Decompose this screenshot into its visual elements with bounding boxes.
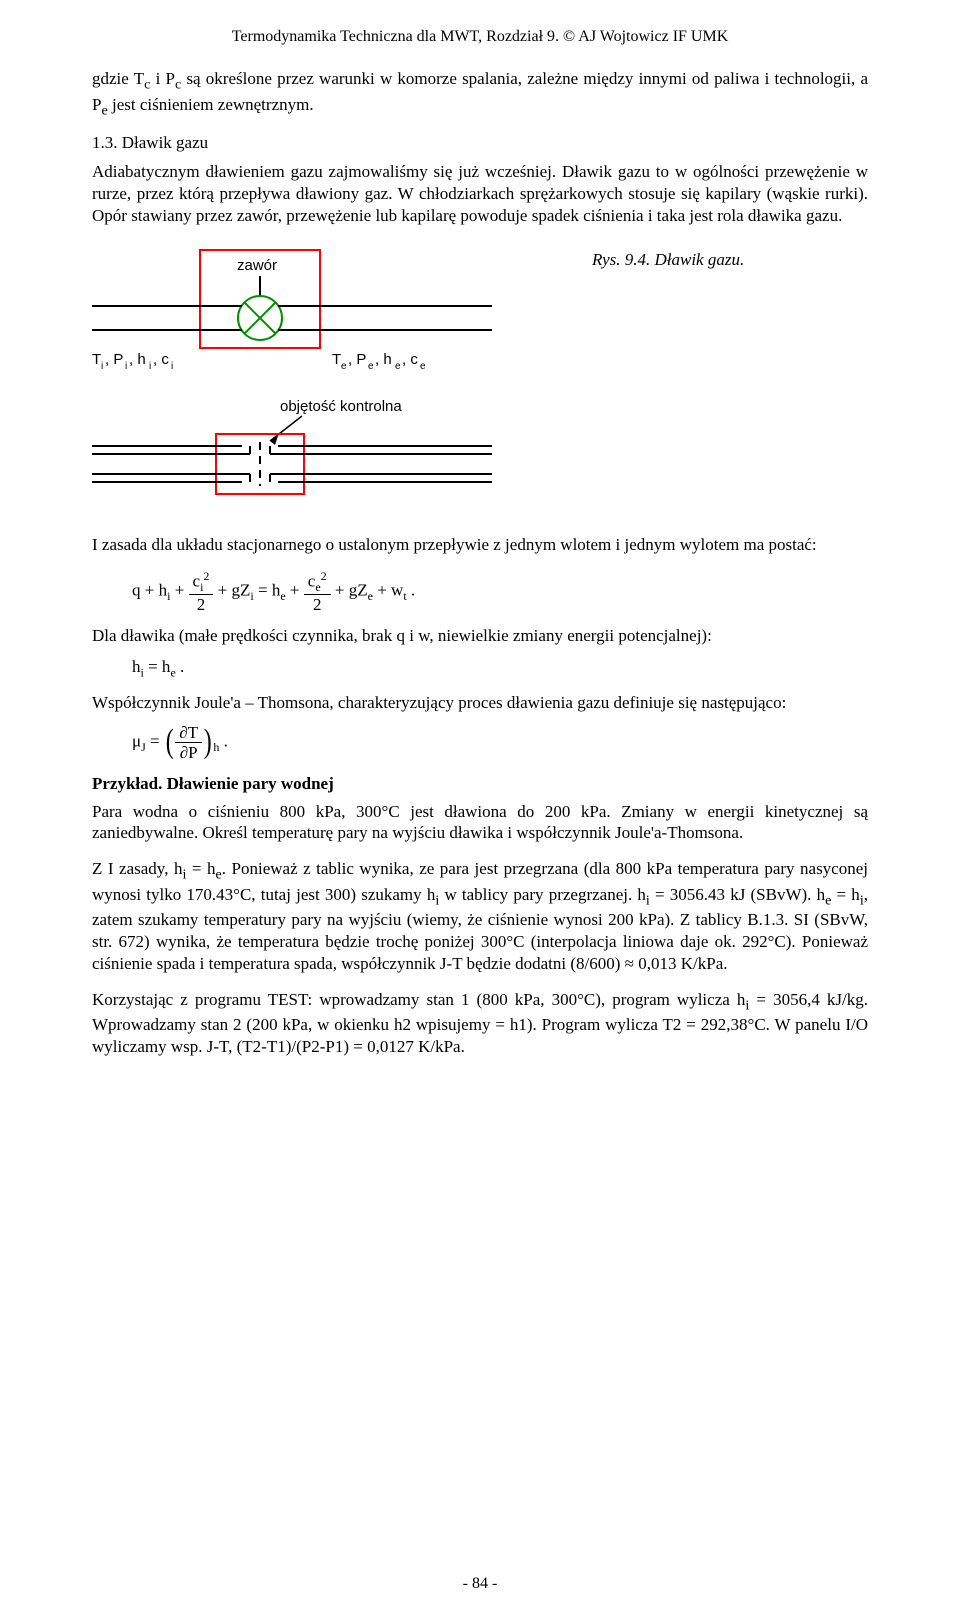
paragraph-adiabatic: Adiabatycznym dławieniem gazu zajmowaliś…	[92, 161, 868, 226]
svg-text:T: T	[92, 351, 101, 368]
svg-text:, h: , h	[375, 351, 392, 368]
text: gdzie T	[92, 69, 144, 88]
text: i P	[150, 69, 175, 88]
equation-3: μJ = (∂T∂P)h .	[132, 724, 868, 761]
equation-1: q + hi + ci22 + gZi = he + ce22 + gZe + …	[132, 570, 868, 613]
section-heading-13: 1.3. Dławik gazu	[92, 133, 868, 153]
svg-text:objętość kontrolna: objętość kontrolna	[280, 398, 402, 415]
paragraph-first-law: I zasada dla układu stacjonarnego o usta…	[92, 534, 868, 556]
svg-text:e: e	[420, 361, 426, 372]
svg-text:i: i	[149, 361, 151, 372]
example-heading: Przykład. Dławienie pary wodnej	[92, 773, 868, 795]
text: = 3056.43 kJ (SBvW). h	[650, 885, 825, 904]
equation-2: hi = he .	[132, 657, 868, 680]
text: Z I zasady, h	[92, 859, 182, 878]
svg-text:T: T	[332, 351, 341, 368]
text: = h	[186, 859, 215, 878]
svg-text:e: e	[341, 361, 347, 372]
text: w tablicy pary przegrzanej. h	[439, 885, 646, 904]
svg-text:, P: , P	[105, 351, 123, 368]
svg-text:zawór: zawór	[237, 257, 277, 274]
valve-diagram: zawór T i , P i , h i , c i	[92, 246, 492, 506]
svg-text:, h: , h	[129, 351, 146, 368]
svg-text:, c: , c	[402, 351, 418, 368]
svg-text:e: e	[395, 361, 401, 372]
figure-9-4: zawór T i , P i , h i , c i	[92, 246, 868, 506]
text: = h	[831, 885, 859, 904]
paragraph-test: Korzystając z programu TEST: wprowadzamy…	[92, 989, 868, 1058]
text: Korzystając z programu TEST: wprowadzamy…	[92, 990, 745, 1009]
svg-text:i: i	[171, 361, 173, 372]
svg-text:i: i	[125, 361, 127, 372]
paragraph-example-setup: Para wodna o ciśnieniu 800 kPa, 300°C je…	[92, 801, 868, 845]
paragraph-example-solve: Z I zasady, hi = he. Ponieważ z tablic w…	[92, 858, 868, 974]
svg-text:, c: , c	[153, 351, 169, 368]
bold: Przykład. Dławienie pary wodnej	[92, 774, 334, 793]
page-header: Termodynamika Techniczna dla MWT, Rozdzi…	[92, 28, 868, 46]
figure-caption: Rys. 9.4. Dławik gazu.	[592, 250, 744, 270]
svg-text:e: e	[368, 361, 374, 372]
svg-text:, P: , P	[348, 351, 366, 368]
text: jest ciśnieniem zewnętrznym.	[108, 95, 314, 114]
page-number: - 84 -	[0, 1575, 960, 1593]
paragraph-jt: Współczynnik Joule'a – Thomsona, charakt…	[92, 692, 868, 714]
paragraph-simplify: Dla dławika (małe prędkości czynnika, br…	[92, 625, 868, 647]
paragraph-intro: gdzie Tc i Pc są określone przez warunki…	[92, 68, 868, 119]
svg-text:i: i	[101, 361, 103, 372]
